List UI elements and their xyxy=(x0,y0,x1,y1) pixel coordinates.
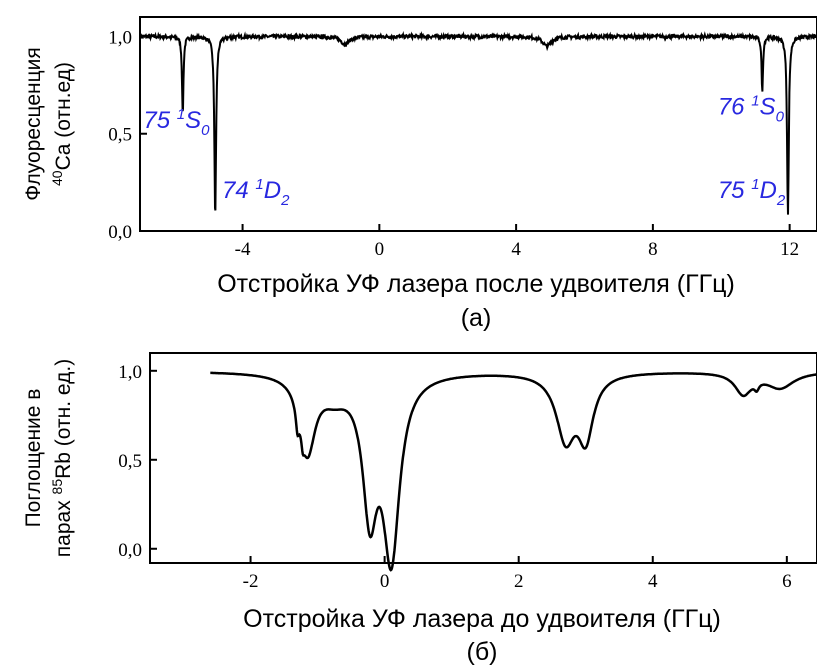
panel-b-chart: -2 0 2 4 6 0,0 0,5 1,0 Отстройка УФ лазера до … xyxy=(22,352,817,666)
panel-a-fluorescence-line xyxy=(139,30,817,215)
x-tick-label: 4 xyxy=(511,239,521,260)
panel-b-plot-frame xyxy=(149,352,817,564)
panel-b-series xyxy=(210,371,817,572)
panel-b-y-axis-isotope: 85 xyxy=(49,479,65,495)
panel-a-y-axis-unit: Ca (отн.ед) xyxy=(52,62,75,170)
panel-a-series xyxy=(139,30,817,215)
y-tick-label: 1,0 xyxy=(108,27,132,48)
y-tick-label: 0,5 xyxy=(108,125,132,146)
panel-b-y-axis-label-line2: парах 85Rb (отн. ед.) xyxy=(49,359,75,557)
resonance-label: 76 1S0 xyxy=(718,92,785,125)
panel-b-y-axis-unit: Rb (отн. ед.) xyxy=(52,359,75,479)
panel-a-y-axis-isotope: 40 xyxy=(49,170,65,186)
y-tick-label: 0,0 xyxy=(108,222,132,243)
panel-b-y-axis-label-line1: Поглощение в xyxy=(22,389,45,528)
y-tick-label: 0,5 xyxy=(118,451,142,472)
panel-b-y-axis-prefix: парах xyxy=(52,494,75,557)
x-tick-label: 2 xyxy=(514,571,524,592)
panel-b-label: (б) xyxy=(467,638,498,666)
panel-a-x-ticks: -4 0 4 8 12 xyxy=(235,224,799,260)
x-tick-label: 8 xyxy=(648,239,658,260)
panel-b-x-ticks: -2 0 2 4 6 xyxy=(243,556,792,592)
x-tick-label: 4 xyxy=(648,571,658,592)
x-tick-label: 0 xyxy=(375,239,385,260)
panel-a-plot-frame xyxy=(139,16,817,232)
panel-a-y-axis-label-line1: Флуоресценция xyxy=(22,47,45,201)
panel-a-annotations: 75 1S0 74 1D2 76 1S0 75 1D2 xyxy=(143,92,785,209)
y-tick-label: 1,0 xyxy=(118,362,142,383)
y-tick-label: 0,0 xyxy=(118,540,142,561)
x-tick-label: 0 xyxy=(380,571,390,592)
panel-b-absorption-line xyxy=(210,371,817,572)
x-tick-label: 6 xyxy=(782,571,792,592)
panel-b-x-axis-label: Отстройка УФ лазера до удвоителя (ГГц) xyxy=(243,605,721,633)
x-tick-label: -4 xyxy=(235,239,251,260)
x-tick-label: 12 xyxy=(780,239,799,260)
resonance-label: 75 1S0 xyxy=(143,106,210,139)
panel-a-x-axis-label: Отстройка УФ лазера после удвоителя (ГГц… xyxy=(217,270,735,298)
x-tick-label: -2 xyxy=(243,571,259,592)
panel-a-y-ticks: 0,0 0,5 1,0 xyxy=(108,27,147,243)
panel-a-y-axis-label-line2: 40Ca (отн.ед) xyxy=(49,62,75,186)
panel-a-label: (а) xyxy=(461,304,492,332)
panel-b-y-ticks: 0,0 0,5 1,0 xyxy=(118,362,157,561)
resonance-label: 75 1D2 xyxy=(718,176,786,209)
resonance-label: 74 1D2 xyxy=(222,176,290,209)
